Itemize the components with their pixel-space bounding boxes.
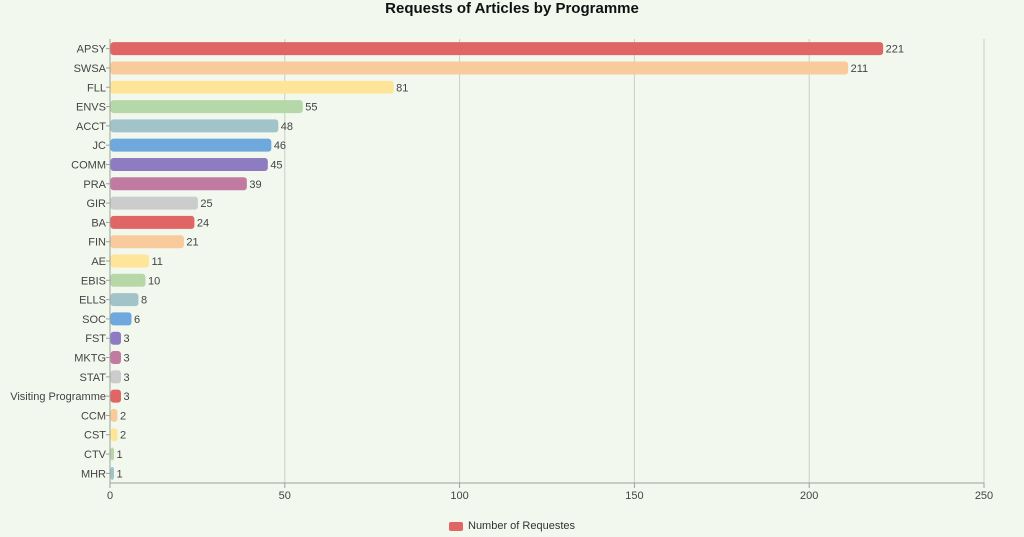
y-tick-label: CST xyxy=(84,430,106,442)
bar xyxy=(110,61,849,75)
data-label: 48 xyxy=(281,121,293,133)
bar xyxy=(110,235,184,249)
data-label: 46 xyxy=(274,140,286,152)
chart-title: Requests of Articles by Programme xyxy=(385,0,639,17)
data-label: 3 xyxy=(123,353,129,365)
x-tick-label: 0 xyxy=(107,490,113,502)
data-label: 6 xyxy=(134,314,140,326)
bar xyxy=(110,138,272,152)
bar xyxy=(110,273,146,287)
bar xyxy=(110,293,139,307)
y-tick-label: FST xyxy=(85,333,106,345)
data-label: 39 xyxy=(249,179,261,191)
data-label: 3 xyxy=(123,333,129,345)
y-tick-label: JC xyxy=(93,140,107,152)
legend-label: Number of Requestes xyxy=(468,520,575,532)
y-tick-label: ENVS xyxy=(76,102,106,114)
y-tick-label: FIN xyxy=(88,237,106,249)
y-tick-label: BA xyxy=(91,217,106,229)
bar xyxy=(110,408,118,422)
data-label: 1 xyxy=(116,468,122,480)
bar xyxy=(110,80,394,94)
data-label: 2 xyxy=(120,410,126,422)
y-tick-label: ACCT xyxy=(76,121,106,133)
legend[interactable]: Number of Requestes xyxy=(0,520,1024,532)
y-tick-label: AE xyxy=(91,256,106,268)
y-tick-label: ELLS xyxy=(79,295,106,307)
y-tick-label: Visiting Programme xyxy=(10,391,106,403)
bar xyxy=(110,254,149,268)
bar xyxy=(110,42,884,56)
bar xyxy=(110,100,303,114)
x-tick-label: 250 xyxy=(975,490,993,502)
bar xyxy=(110,331,121,345)
y-tick-label: CTV xyxy=(84,449,107,461)
data-label: 45 xyxy=(270,159,282,171)
bar xyxy=(110,447,114,461)
y-tick-label: SWSA xyxy=(74,63,107,75)
data-label: 25 xyxy=(200,198,212,210)
data-label: 8 xyxy=(141,295,147,307)
y-tick-label: FLL xyxy=(87,82,106,94)
bar xyxy=(110,389,121,403)
x-tick-label: 200 xyxy=(800,490,818,502)
y-tick-label: GIR xyxy=(86,198,106,210)
data-label: 55 xyxy=(305,102,317,114)
bar xyxy=(110,119,279,133)
y-tick-label: STAT xyxy=(80,372,107,384)
bar xyxy=(110,157,268,171)
bar xyxy=(110,215,195,229)
data-label: 21 xyxy=(186,237,198,249)
x-tick-label: 100 xyxy=(450,490,468,502)
data-label: 1 xyxy=(116,449,122,461)
data-label: 2 xyxy=(120,430,126,442)
data-label: 81 xyxy=(396,82,408,94)
y-tick-label: EBIS xyxy=(81,275,106,287)
data-label: 11 xyxy=(151,256,162,268)
data-label: 24 xyxy=(197,217,209,229)
bar xyxy=(110,312,132,326)
bar xyxy=(110,466,114,480)
x-tick-label: 150 xyxy=(625,490,643,502)
y-tick-label: MHR xyxy=(81,468,106,480)
y-tick-label: PRA xyxy=(83,179,106,191)
data-label: 3 xyxy=(123,372,129,384)
y-tick-label: CCM xyxy=(81,410,106,422)
bar xyxy=(110,428,118,442)
bar xyxy=(110,177,247,191)
y-tick-label: COMM xyxy=(71,159,106,171)
bar xyxy=(110,196,198,210)
y-tick-label: MKTG xyxy=(74,353,106,365)
legend-swatch xyxy=(449,521,463,531)
data-label: 221 xyxy=(886,44,904,56)
y-tick-label: SOC xyxy=(82,314,106,326)
x-tick-label: 50 xyxy=(279,490,291,502)
data-label: 211 xyxy=(851,63,869,75)
data-label: 10 xyxy=(148,275,160,287)
bar xyxy=(110,370,121,384)
y-tick-label: APSY xyxy=(77,44,107,56)
data-label: 3 xyxy=(123,391,129,403)
bar xyxy=(110,351,121,365)
